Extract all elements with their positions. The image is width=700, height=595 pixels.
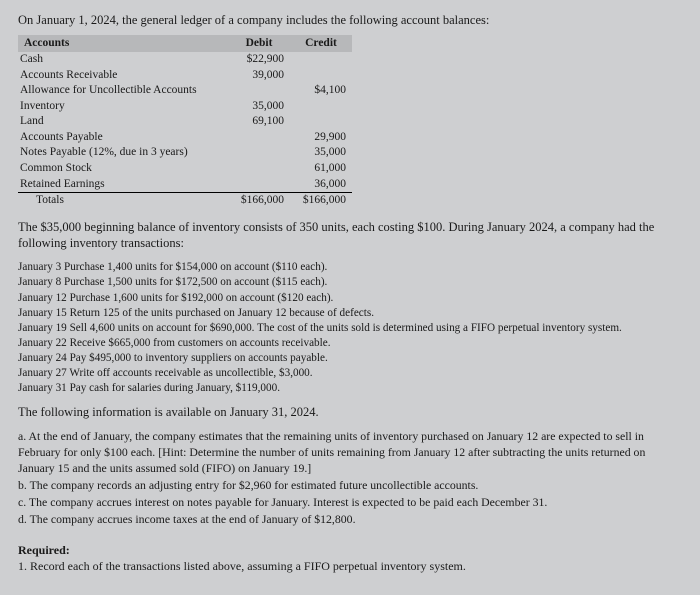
transaction-list: January 3 Purchase 1,400 units for $154,… [18, 260, 682, 396]
col-header-debit: Debit [228, 35, 290, 53]
table-row: Inventory35,000 [18, 99, 352, 115]
table-row: Land69,100 [18, 114, 352, 130]
adjusting-item: c. The company accrues interest on notes… [18, 495, 682, 511]
col-header-credit: Credit [290, 35, 352, 53]
transaction-item: January 3 Purchase 1,400 units for $154,… [18, 260, 682, 275]
paragraph-inventory-intro: The $35,000 beginning balance of invento… [18, 219, 682, 253]
table-row: Common Stock61,000 [18, 161, 352, 177]
adjusting-items-list: a. At the end of January, the company es… [18, 429, 682, 528]
transaction-item: January 24 Pay $495,000 to inventory sup… [18, 351, 682, 366]
adjusting-item: d. The company accrues income taxes at t… [18, 512, 682, 528]
col-header-accounts: Accounts [18, 35, 228, 53]
transaction-item: January 12 Purchase 1,600 units for $192… [18, 291, 682, 306]
table-row: Cash$22,900 [18, 52, 352, 68]
transaction-item: January 27 Write off accounts receivable… [18, 366, 682, 381]
intro-text: On January 1, 2024, the general ledger o… [18, 12, 682, 29]
paragraph-info-available: The following information is available o… [18, 404, 682, 421]
adjusting-item: a. At the end of January, the company es… [18, 429, 682, 477]
transaction-item: January 15 Return 125 of the units purch… [18, 306, 682, 321]
transaction-item: January 8 Purchase 1,500 units for $172,… [18, 275, 682, 290]
table-row: Accounts Receivable39,000 [18, 68, 352, 84]
required-label: Required: [18, 542, 682, 558]
table-totals-row: Totals $166,000 $166,000 [18, 193, 352, 209]
table-row: Allowance for Uncollectible Accounts$4,1… [18, 83, 352, 99]
required-text: 1. Record each of the transactions liste… [18, 558, 682, 574]
transaction-item: January 22 Receive $665,000 from custome… [18, 336, 682, 351]
transaction-item: January 31 Pay cash for salaries during … [18, 381, 682, 396]
table-row: Notes Payable (12%, due in 3 years)35,00… [18, 145, 352, 161]
table-row: Accounts Payable29,900 [18, 130, 352, 146]
transaction-item: January 19 Sell 4,600 units on account f… [18, 321, 682, 336]
adjusting-item: b. The company records an adjusting entr… [18, 478, 682, 494]
table-row: Retained Earnings36,000 [18, 177, 352, 193]
ledger-table: Accounts Debit Credit Cash$22,900 Accoun… [18, 35, 352, 209]
required-section: Required: 1. Record each of the transact… [18, 542, 682, 574]
